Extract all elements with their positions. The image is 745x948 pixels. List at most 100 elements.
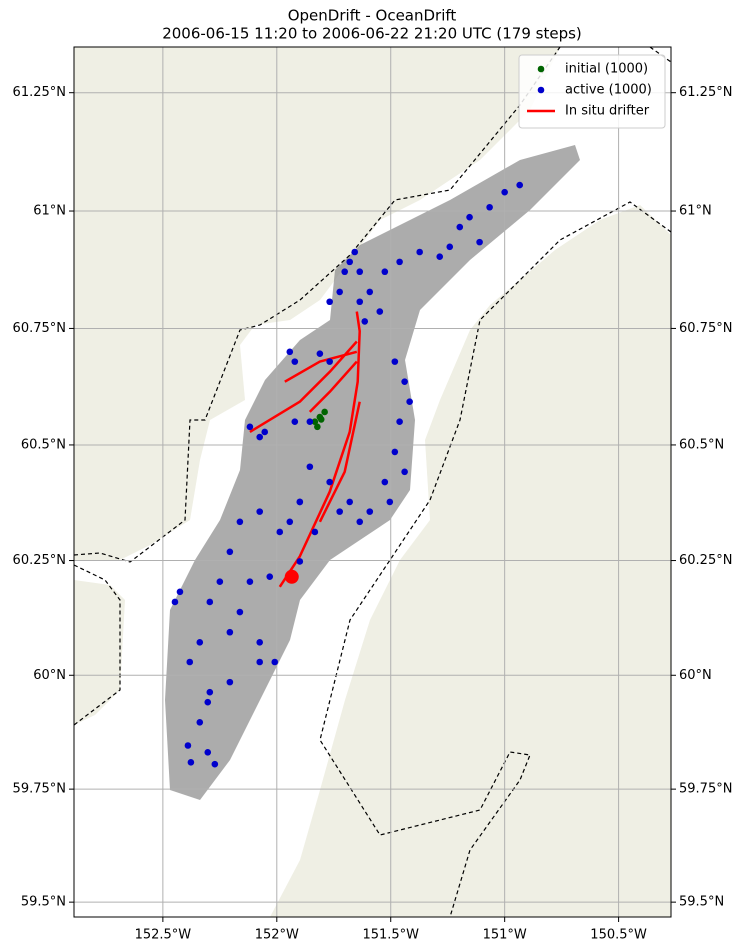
particle [361, 318, 369, 325]
drifter-start [284, 569, 299, 584]
particle [351, 248, 359, 256]
y-tick-label: 61.25°N [13, 85, 66, 100]
map-frame [73, 46, 672, 918]
boundary-line [73, 46, 561, 563]
y-tick-label: 60.25°N [13, 553, 66, 568]
y-tick-label: 60°N [679, 668, 712, 683]
particle [326, 358, 333, 365]
particle [256, 433, 264, 441]
particle [256, 639, 264, 646]
particle [356, 298, 364, 306]
legend-box [518, 54, 666, 129]
y-tick-label: 60.5°N [21, 437, 66, 452]
y-tick-label: 59.75°N [679, 782, 732, 797]
particle [316, 350, 324, 357]
particle [184, 742, 192, 749]
particle [216, 578, 224, 586]
particle [366, 288, 374, 296]
particle [396, 258, 403, 266]
chart-title: OpenDrift - OceanDrift [288, 7, 457, 25]
particle [311, 528, 319, 536]
particle [286, 518, 294, 526]
particle [356, 268, 364, 276]
particle [436, 253, 444, 260]
particle [196, 718, 204, 726]
particle [341, 268, 349, 276]
particle [476, 238, 483, 246]
particle [416, 248, 423, 256]
particle [391, 448, 399, 456]
land [74, 580, 125, 725]
particle [381, 478, 389, 486]
y-tick-label: 59.5°N [679, 895, 724, 910]
legend-label: initial (1000) [565, 62, 648, 77]
particle [321, 408, 328, 416]
chart-subtitle: 2006-06-15 11:20 to 2006-06-22 21:20 UTC… [162, 25, 582, 43]
particle [396, 418, 403, 426]
particle [226, 548, 234, 556]
particle [386, 498, 394, 506]
particle [336, 288, 343, 296]
y-tick-label: 61°N [33, 204, 66, 219]
x-tick-label: 150.5°W [590, 928, 647, 943]
y-tick-label: 60.75°N [679, 321, 732, 336]
particle [176, 588, 184, 596]
particle [291, 418, 299, 426]
y-tick-label: 59.5°N [21, 895, 66, 910]
particle [306, 418, 314, 426]
particle [356, 518, 364, 526]
x-tick-label: 152.5°W [135, 928, 192, 943]
particle [271, 658, 279, 666]
particle [276, 528, 284, 536]
particle [516, 181, 523, 189]
boundary-line [319, 201, 672, 918]
particle [366, 508, 374, 515]
y-tick-label: 60.25°N [679, 553, 732, 568]
boundary-line [649, 46, 672, 63]
legend-swatch [537, 65, 545, 73]
y-tick-label: 60.75°N [13, 321, 66, 336]
particle [236, 608, 244, 616]
y-tick-label: 61.25°N [679, 85, 732, 100]
particle [317, 416, 325, 423]
drifter-track [249, 311, 361, 588]
particle [246, 578, 254, 586]
particle [296, 558, 304, 565]
particle [286, 348, 294, 356]
legend: initial (1000) active (1000) In situ drift… [518, 54, 666, 129]
particle [211, 760, 219, 768]
particle [376, 308, 384, 315]
particle [187, 759, 195, 766]
trajectory-swath [165, 145, 580, 800]
legend-label: active (1000) [565, 83, 652, 98]
particle [204, 749, 212, 756]
x-tick-label: 151°W [483, 928, 527, 943]
boundary-line [73, 564, 121, 726]
particle [466, 213, 473, 221]
particle [256, 658, 264, 666]
particle [266, 573, 274, 580]
particle [186, 658, 194, 666]
data-marks [171, 181, 523, 768]
particle [326, 478, 333, 486]
particle [346, 258, 354, 266]
particle [311, 418, 319, 426]
particle [501, 188, 508, 196]
particle [246, 423, 254, 431]
particle [306, 463, 314, 471]
legend-swatch [537, 86, 545, 94]
y-tick-label: 61°N [679, 204, 712, 219]
particle [446, 243, 454, 251]
particle [406, 398, 413, 406]
particle [171, 598, 179, 606]
particle [486, 203, 493, 211]
particle [226, 628, 234, 636]
y-tick-label: 60°N [33, 668, 66, 683]
particle [291, 358, 299, 365]
particle [226, 678, 234, 686]
particle [256, 508, 264, 515]
particle [346, 498, 354, 506]
particle [326, 298, 333, 306]
legend-label: In situ drifter [565, 104, 650, 119]
